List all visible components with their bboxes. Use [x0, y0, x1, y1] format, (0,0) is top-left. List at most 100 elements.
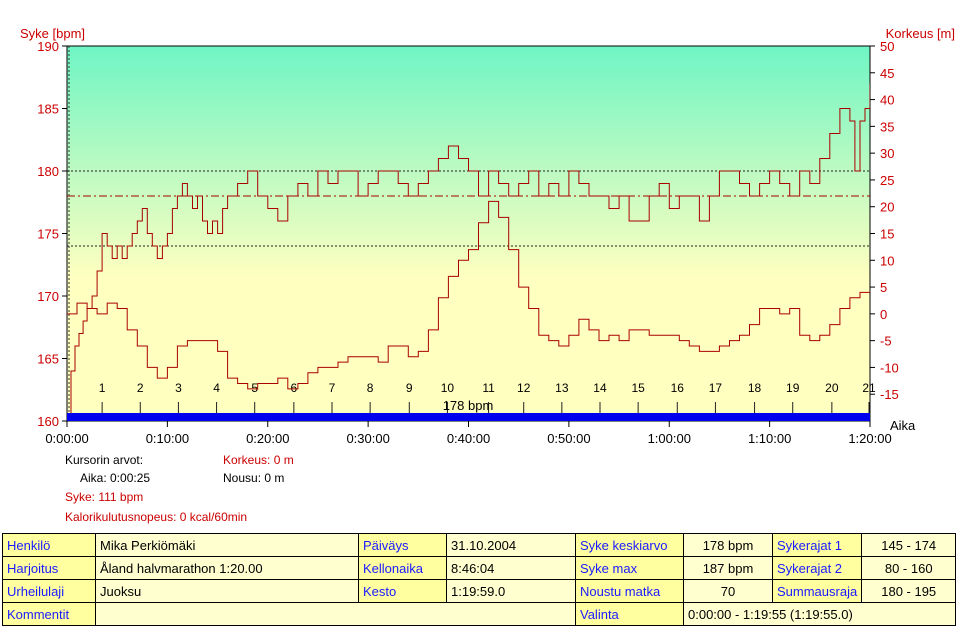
cursor-altitude: Korkeus: 0 m [223, 453, 294, 467]
lap-label: 5 [251, 381, 258, 395]
cursor-ascent: Nousu: 0 m [223, 471, 285, 485]
value-sport[interactable]: Juoksu [95, 579, 359, 603]
lap-label: 15 [631, 381, 645, 395]
lap-label: 6 [291, 381, 298, 395]
center-hr-label: 178 bpm [443, 398, 494, 413]
label-comments: Kommentit [2, 602, 96, 626]
x-tick-label: 0:20:00 [246, 431, 289, 446]
right-tick-label: -5 [880, 334, 892, 349]
x-tick-label: 0:40:00 [447, 431, 490, 446]
x-tick-label: 0:50:00 [547, 431, 590, 446]
right-axis-label: Korkeus [m] [886, 26, 955, 41]
lap-label: 13 [555, 381, 569, 395]
label-person: Henkilö [2, 533, 96, 557]
x-tick-label: 1:10:00 [748, 431, 791, 446]
lap-label: 16 [671, 381, 685, 395]
lap-label: 3 [175, 381, 182, 395]
lap-label: 19 [786, 381, 800, 395]
right-tick-label: 50 [880, 39, 894, 54]
right-tick-label: -15 [880, 387, 899, 402]
lap-label: 14 [593, 381, 607, 395]
value-hr-max: 187 bpm [683, 556, 773, 580]
label-selection: Valinta [575, 602, 684, 626]
value-date[interactable]: 31.10.2004 [446, 533, 576, 557]
chart[interactable]: Syke [bpm] Korkeus [m] 1 2 3 4 5 6 7 8 9 10 11 12 13… [0, 0, 968, 530]
left-axis-label: Syke [bpm] [20, 26, 85, 41]
lap-label: 10 [441, 381, 455, 395]
lap-label: 18 [748, 381, 762, 395]
value-comments[interactable] [95, 602, 576, 626]
selection-bar[interactable] [67, 413, 870, 421]
session-info-table: Henkilö Mika Perkiömäki Päiväys 31.10.20… [2, 533, 957, 626]
label-exercise: Harjoitus [2, 556, 96, 580]
value-ascent: 70 [683, 579, 773, 603]
lap-label: 11 [482, 381, 495, 395]
x-tick-label: 1:00:00 [648, 431, 691, 446]
left-axis-ticks: 160 165 170 175 180 185 190 [37, 39, 67, 429]
cursor-time: Aika: 0:00:25 [80, 471, 151, 485]
lap-label: 20 [825, 381, 839, 395]
value-sum-limit: 180 - 195 [861, 579, 957, 603]
value-hr-limits-2: 80 - 160 [861, 556, 957, 580]
value-selection: 0:00:00 - 1:19:55 (1:19:55.0) [682, 602, 957, 626]
value-clock[interactable]: 8:46:04 [446, 556, 576, 580]
left-tick-label: 185 [37, 102, 59, 117]
table-row: Kommentit Valinta 0:00:00 - 1:19:55 (1:1… [2, 602, 957, 626]
lap-label: 4 [213, 381, 220, 395]
value-duration[interactable]: 1:19:59.0 [446, 579, 576, 603]
left-tick-label: 190 [37, 39, 59, 54]
label-hr-max: Syke max [575, 556, 684, 580]
value-exercise[interactable]: Åland halvmarathon 1:20.00 [95, 556, 359, 580]
left-tick-label: 165 [37, 352, 59, 367]
value-hr-limits-1: 145 - 174 [861, 533, 957, 557]
x-axis-label: Aika [890, 418, 916, 433]
lap-label: 21 [862, 381, 876, 395]
right-tick-label: 0 [880, 307, 887, 322]
right-tick-label: 10 [880, 253, 894, 268]
right-tick-label: 45 [880, 66, 894, 81]
x-tick-label: 1:20:00 [848, 431, 891, 446]
x-tick-label: 0:10:00 [146, 431, 189, 446]
right-tick-label: 35 [880, 119, 894, 134]
left-tick-label: 180 [37, 164, 59, 179]
left-tick-label: 160 [37, 414, 59, 429]
label-clock: Kellonaika [358, 556, 447, 580]
lap-label: 12 [517, 381, 531, 395]
label-hr-limits-1: Sykerajat 1 [771, 533, 863, 557]
cursor-title: Kursorin arvot: [65, 453, 144, 467]
lap-label: 2 [137, 381, 144, 395]
value-person[interactable]: Mika Perkiömäki [95, 533, 359, 557]
right-tick-label: 20 [880, 200, 894, 215]
right-tick-label: -10 [880, 360, 899, 375]
plot-area[interactable] [66, 45, 871, 422]
left-tick-label: 170 [37, 289, 59, 304]
right-tick-label: 15 [880, 227, 894, 242]
lap-label: 9 [406, 381, 413, 395]
right-tick-label: 40 [880, 93, 894, 108]
right-tick-label: 25 [880, 173, 894, 188]
label-sum-limit: Summausraja [771, 579, 863, 603]
label-date: Päiväys [358, 533, 447, 557]
left-tick-label: 175 [37, 227, 59, 242]
right-tick-label: 30 [880, 146, 894, 161]
label-hr-limits-2: Sykerajat 2 [771, 556, 863, 580]
table-row: Harjoitus Åland halvmarathon 1:20.00 Kel… [2, 556, 957, 580]
table-row: Urheilulaji Juoksu Kesto 1:19:59.0 Noust… [2, 579, 957, 603]
heart-rate-line [67, 83, 870, 421]
table-row: Henkilö Mika Perkiömäki Päiväys 31.10.20… [2, 533, 957, 557]
lap-label: 17 [709, 381, 723, 395]
value-hr-avg: 178 bpm [683, 533, 773, 557]
label-ascent: Noustu matka [575, 579, 684, 603]
lap-label: 1 [99, 381, 106, 395]
cursor-hr: Syke: 111 bpm [65, 490, 144, 504]
x-axis-ticks: 0:00:00 0:10:00 0:20:00 0:30:00 0:40:00 0:50:… [45, 421, 892, 446]
lap-label: 8 [367, 381, 374, 395]
label-duration: Kesto [358, 579, 447, 603]
label-hr-avg: Syke keskiarvo [575, 533, 684, 557]
cursor-calories: Kalorikulutusnopeus: 0 kcal/60min [65, 510, 248, 524]
right-tick-label: 5 [880, 280, 887, 295]
lap-label: 7 [329, 381, 336, 395]
right-axis-ticks: -15 -10 -5 0 5 10 15 20 25 30 35 40 45 50 [870, 39, 899, 402]
x-tick-label: 0:30:00 [346, 431, 389, 446]
altitude-line [67, 200, 870, 390]
